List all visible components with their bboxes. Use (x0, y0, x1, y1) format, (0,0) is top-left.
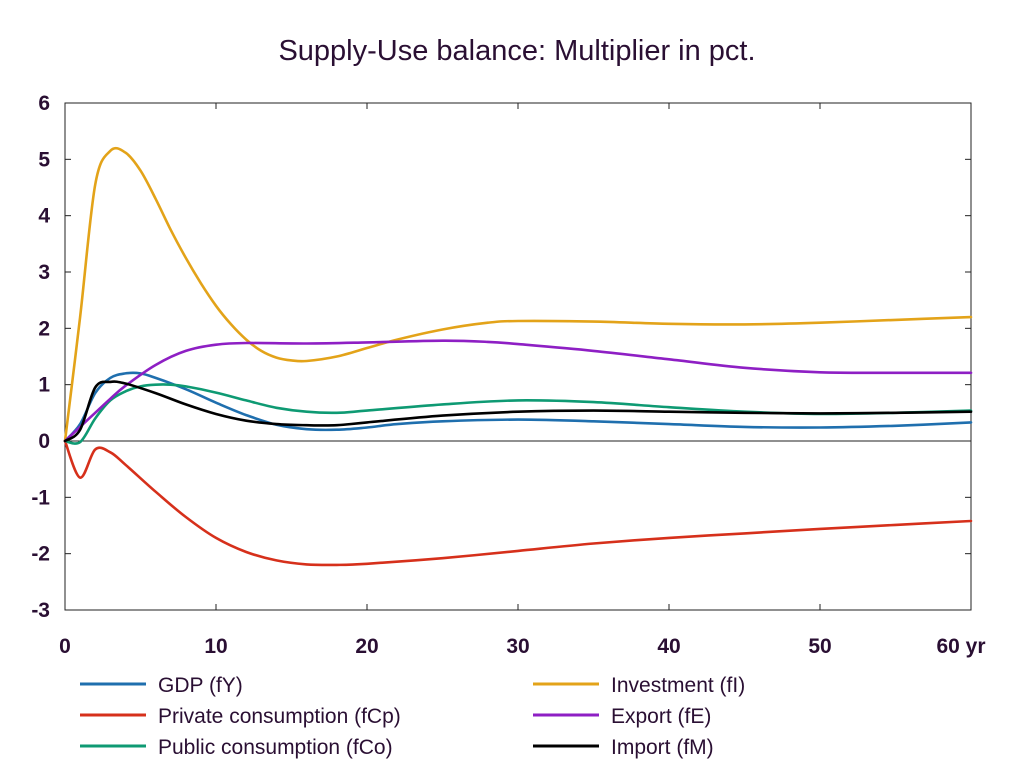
series-line-3 (63, 146, 973, 443)
x-tick-label: 30 (506, 635, 529, 658)
series-line-1 (63, 439, 973, 567)
series-line-4 (63, 339, 973, 443)
y-tick-label: 5 (38, 148, 50, 171)
x-tick-label: 20 (355, 635, 378, 658)
y-tick-label: -3 (31, 599, 50, 622)
x-tick-label: 0 (59, 635, 71, 658)
chart-title: Supply-Use balance: Multiplier in pct. (278, 35, 755, 67)
y-tick-label: -2 (31, 543, 50, 566)
series-line-5 (63, 380, 973, 443)
legend-label: GDP (fY) (158, 674, 243, 697)
y-tick-label: 0 (38, 430, 50, 453)
x-tick-label: 60 yr (936, 635, 985, 658)
legend-label: Public consumption (fCo) (158, 736, 393, 759)
legend-label: Import (fM) (611, 736, 714, 759)
y-tick-label: 2 (38, 317, 50, 340)
x-tick-label: 40 (657, 635, 680, 658)
y-tick-label: 4 (38, 205, 50, 228)
legend-label: Export (fE) (611, 705, 711, 728)
legend-label: Investment (fI) (611, 674, 745, 697)
series-line-0 (63, 371, 973, 443)
y-tick-label: 6 (38, 92, 50, 115)
series-line-2 (63, 383, 973, 445)
y-tick-label: 3 (38, 261, 50, 284)
legend-label: Private consumption (fCp) (158, 705, 401, 728)
y-tick-label: -1 (31, 486, 50, 509)
x-tick-label: 10 (204, 635, 227, 658)
y-tick-label: 1 (38, 374, 50, 397)
plot-frame (64, 102, 972, 611)
x-tick-label: 50 (808, 635, 831, 658)
